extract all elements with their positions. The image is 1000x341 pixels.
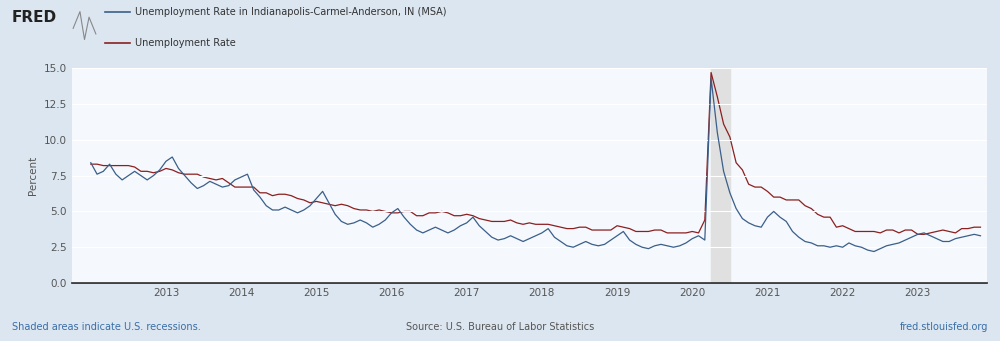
Text: Unemployment Rate: Unemployment Rate xyxy=(135,38,236,48)
Y-axis label: Percent: Percent xyxy=(28,156,38,195)
Text: Unemployment Rate in Indianapolis-Carmel-Anderson, IN (MSA): Unemployment Rate in Indianapolis-Carmel… xyxy=(135,7,446,17)
Bar xyxy=(711,68,730,283)
Text: Shaded areas indicate U.S. recessions.: Shaded areas indicate U.S. recessions. xyxy=(12,323,201,332)
Text: FRED: FRED xyxy=(12,10,57,25)
Text: Source: U.S. Bureau of Labor Statistics: Source: U.S. Bureau of Labor Statistics xyxy=(406,323,594,332)
Text: fred.stlouisfed.org: fred.stlouisfed.org xyxy=(900,323,988,332)
